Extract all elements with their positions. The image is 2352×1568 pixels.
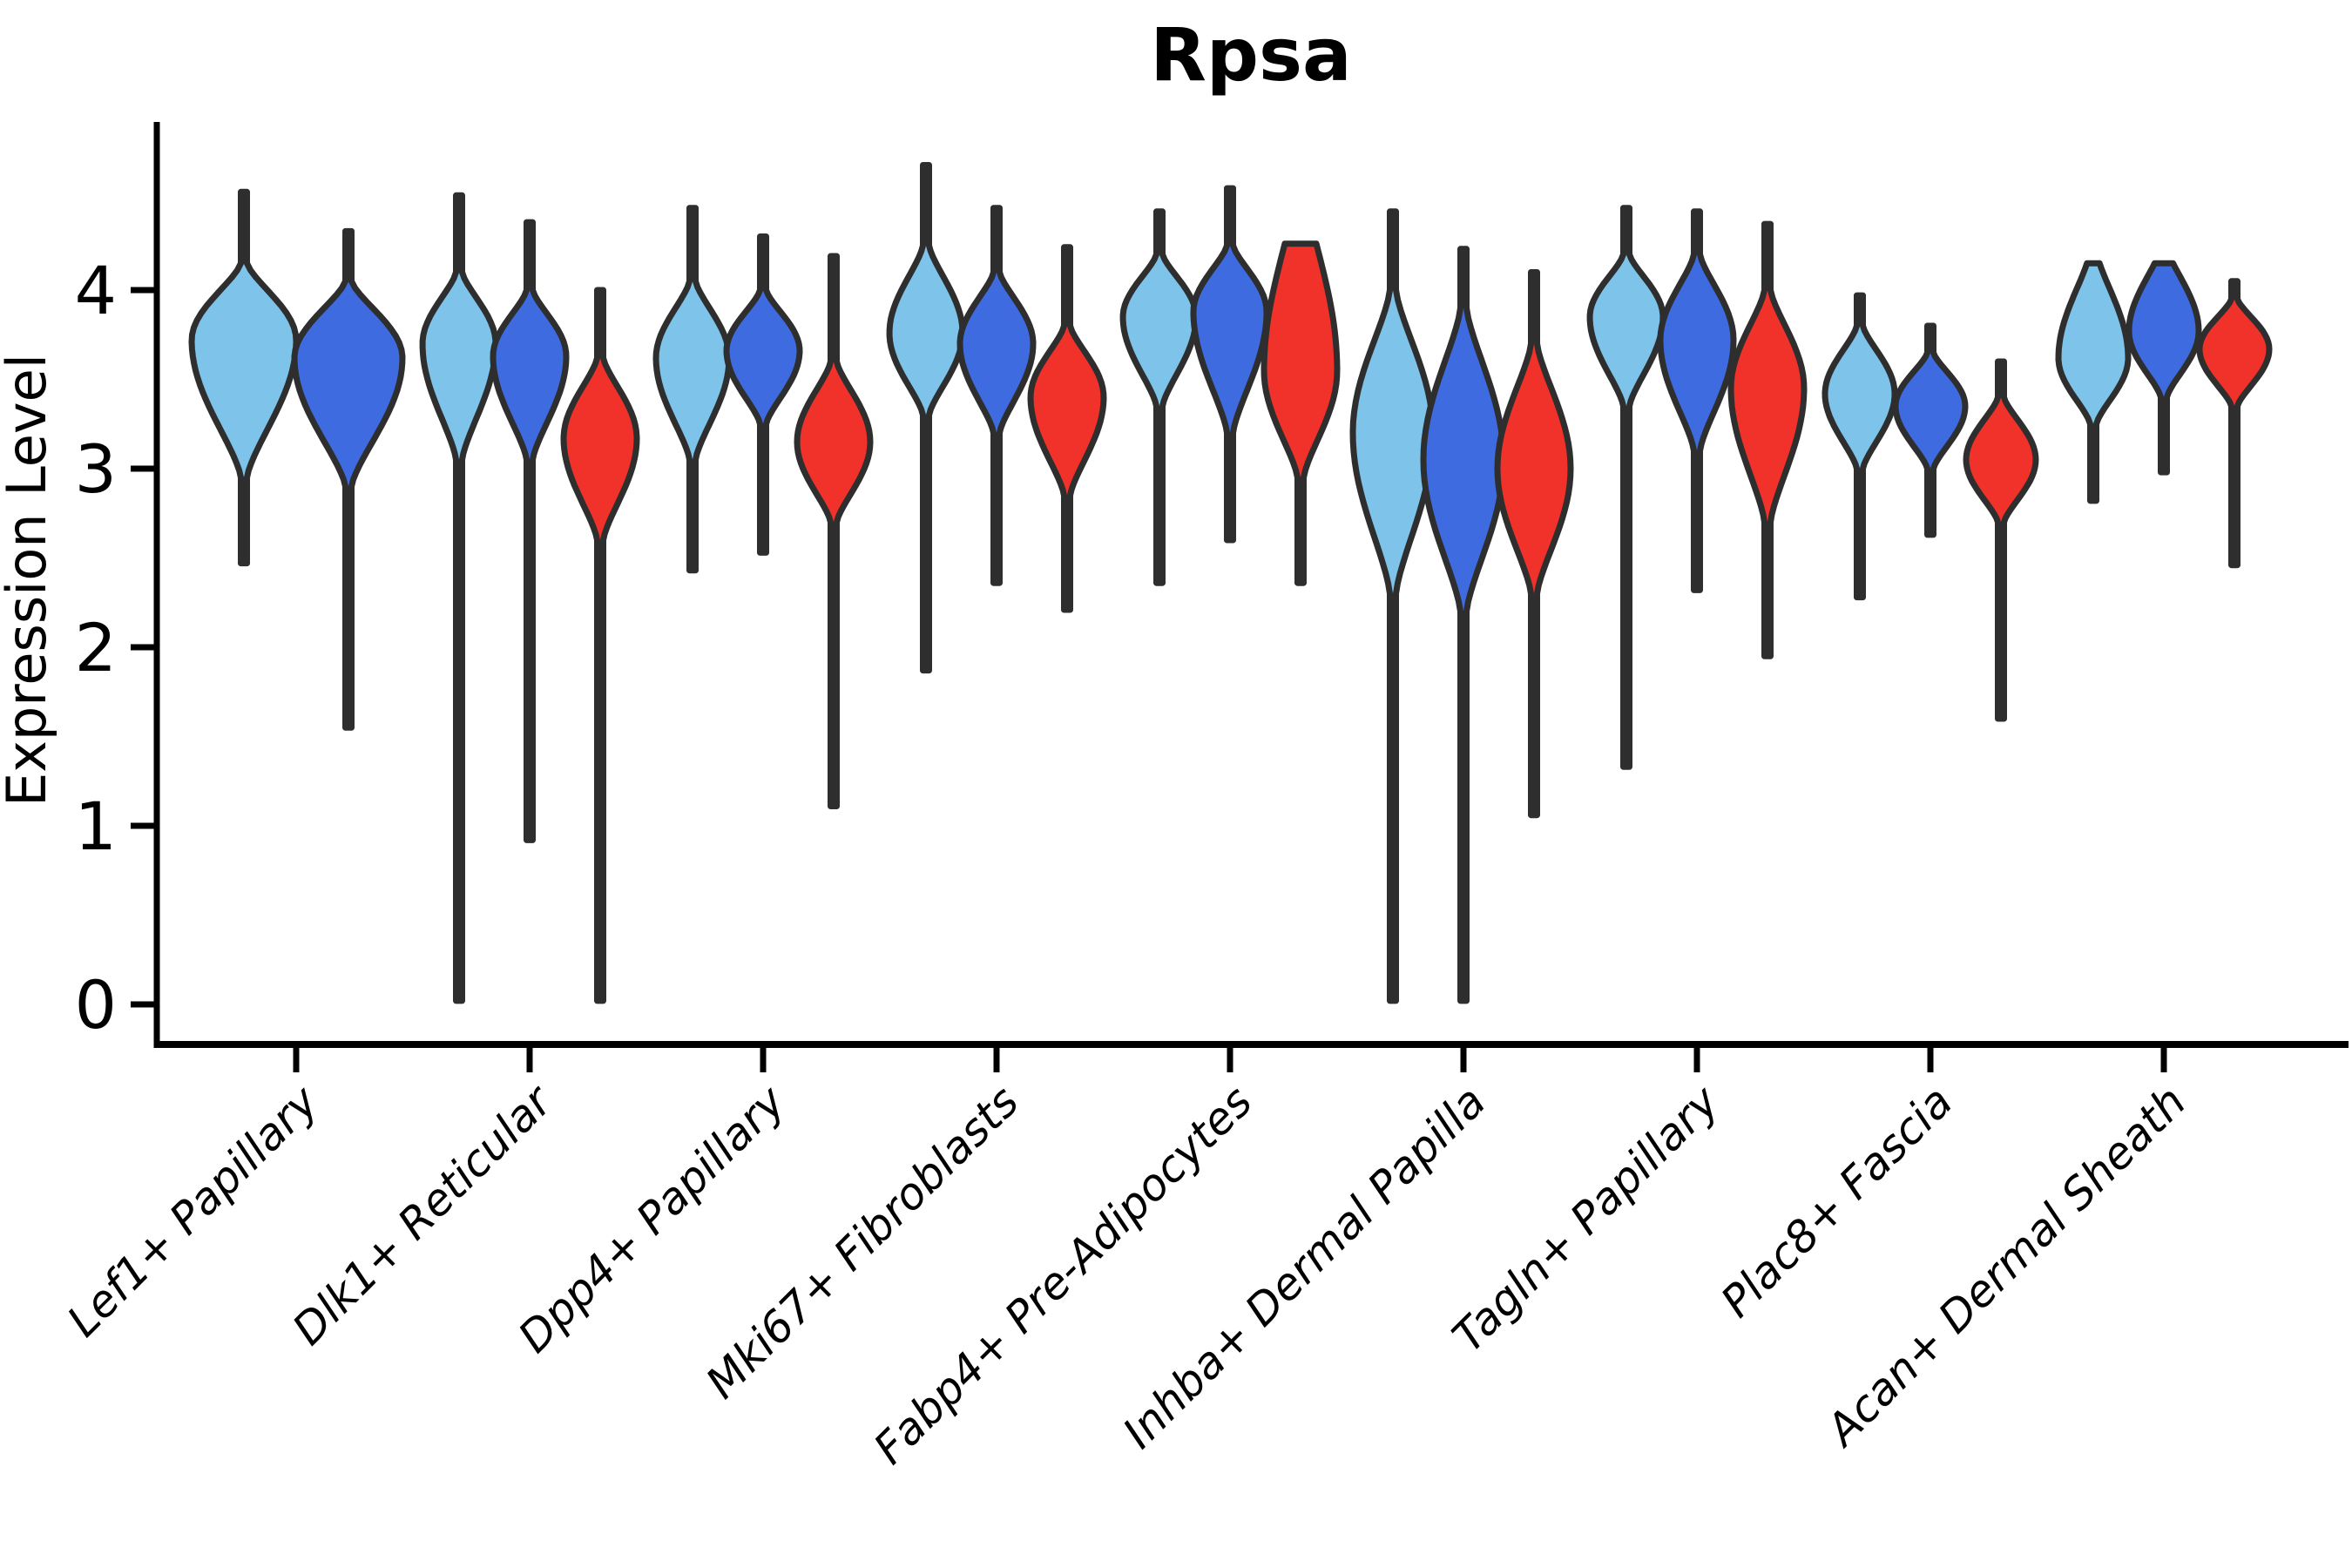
violins [188,162,2273,1004]
y-tick-label: 2 [75,609,117,686]
y-axis-label: Expression Level [0,354,58,807]
violin-mki67-fibroblasts-royal-blue-series [956,205,1037,586]
violin-inhba-dermal-papilla-red-series [1494,269,1574,819]
violin-dpp4-papillary-red-series [794,253,874,809]
violin-dlk1-reticular-light-blue-series [419,192,499,1004]
violin-acan-dermal-sheath-royal-blue-series [2126,260,2202,476]
violin-dlk1-reticular-royal-blue-series [490,219,570,843]
violin-inhba-dermal-papilla-light-blue-series [1349,208,1436,1004]
violin-plac8-fascia-light-blue-series [1821,292,1898,601]
violin-plac8-fascia-red-series [1963,358,2039,722]
violin-fabp4-pre-adipocytes-royal-blue-series [1190,185,1270,544]
violin-tagln-papillary-royal-blue-series [1657,208,1737,593]
violin-inhba-dermal-papilla-royal-blue-series [1420,246,1507,1004]
violin-dpp4-papillary-royal-blue-series [723,233,803,556]
y-axis-ticks: 0 1 2 3 4 [75,252,157,1044]
y-tick-label: 0 [75,966,117,1044]
y-tick-label: 4 [75,252,117,329]
violin-tagln-papillary-light-blue-series [1586,205,1666,770]
violin-fabp4-pre-adipocytes-red-series [1260,240,1341,586]
y-tick-label: 1 [75,787,117,865]
chart-title: Rpsa [1150,12,1352,98]
violin-mki67-fibroblasts-red-series [1027,244,1107,613]
violin-acan-dermal-sheath-red-series [2196,278,2273,569]
violin-tagln-papillary-red-series [1727,220,1808,659]
violin-mki67-fibroblasts-light-blue-series [886,162,966,674]
violin-dlk1-reticular-red-series [560,287,640,1004]
violin-lef1-papillary-light-blue-series [188,188,300,567]
violin-plac8-fascia-royal-blue-series [1892,322,1969,538]
y-tick-label: 3 [75,430,117,508]
violin-acan-dermal-sheath-light-blue-series [2055,260,2132,504]
violin-lef1-papillary-royal-blue-series [291,227,406,731]
